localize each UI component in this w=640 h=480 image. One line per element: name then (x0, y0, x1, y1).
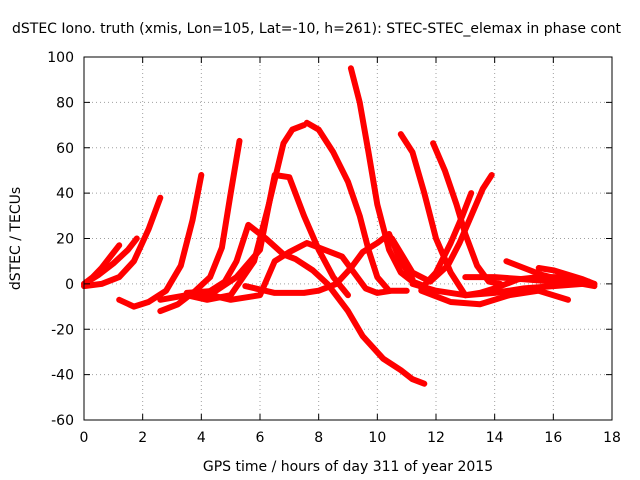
x-tick-label: 0 (80, 430, 89, 446)
series-line-3 (81, 194, 164, 290)
x-tick-label: 4 (197, 430, 206, 446)
y-tick-label: 80 (56, 95, 74, 111)
x-tick-label: 10 (368, 430, 386, 446)
y-tick-label: -40 (51, 368, 74, 384)
series-line-5 (157, 137, 243, 315)
y-tick-label: -20 (51, 322, 74, 338)
series-line-4 (116, 172, 205, 310)
grid-lines (84, 57, 612, 420)
x-tick-label: 16 (544, 430, 562, 446)
x-tick-label: 6 (256, 430, 265, 446)
y-tick-label: 20 (56, 232, 74, 248)
y-tick-label: 100 (47, 50, 74, 66)
series-line-19 (418, 287, 571, 308)
series-line-12 (347, 65, 428, 290)
x-tick-label: 8 (314, 430, 323, 446)
x-axis-label: GPS time / hours of day 311 of year 2015 (203, 459, 493, 475)
series-line-8 (183, 172, 351, 299)
y-tick-label: 0 (65, 277, 74, 293)
series-line-15 (389, 172, 495, 285)
x-tick-label: 2 (138, 430, 147, 446)
series-line-22 (491, 274, 592, 292)
y-tick-label: 40 (56, 186, 74, 202)
series-line-11 (303, 119, 393, 294)
chart-title: dSTEC Iono. truth (xmis, Lon=105, Lat=-1… (12, 21, 622, 37)
y-axis-label: dSTEC / TECUs (8, 187, 24, 290)
x-tick-label: 12 (427, 430, 445, 446)
series-layer (81, 65, 598, 387)
y-tick-label: 60 (56, 141, 74, 157)
x-tick-label: 14 (486, 430, 504, 446)
series-line-16 (418, 190, 475, 292)
series-line-2 (81, 235, 140, 287)
series-line-7 (186, 221, 428, 387)
axis-ticks: 0 2 4 6 8 10 12 14 16 18 -60 -40 -20 0 20 40 60 80 100 (47, 50, 621, 446)
x-tick-label: 18 (603, 430, 621, 446)
y-tick-label: -60 (51, 413, 74, 429)
